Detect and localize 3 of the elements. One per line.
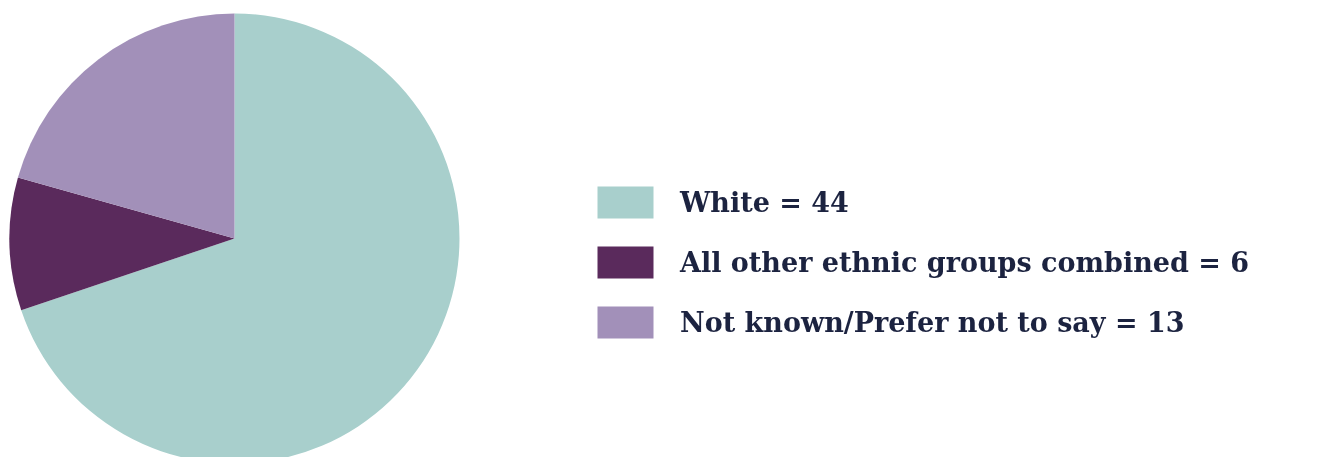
legend-label: Not known/Prefer not to say = 13 bbox=[680, 306, 1185, 338]
legend-label: All other ethnic groups combined = 6 bbox=[680, 246, 1250, 278]
legend-label: White = 44 bbox=[680, 186, 849, 218]
